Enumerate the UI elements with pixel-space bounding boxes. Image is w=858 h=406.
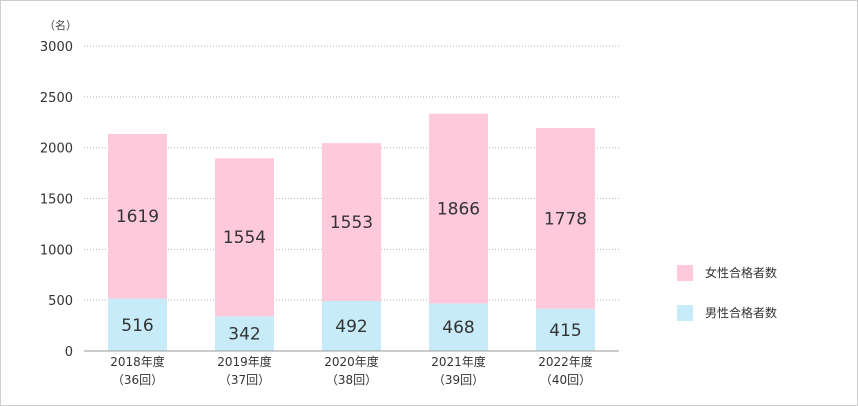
y-unit-label: （名） <box>44 18 77 32</box>
data-label: 516 <box>121 316 153 336</box>
data-label: 492 <box>335 317 367 337</box>
x-tick-label: 2019年度 <box>217 354 272 369</box>
bar-segment <box>108 133 167 299</box>
y-tick-label: 2500 <box>40 91 73 106</box>
data-label: 415 <box>549 321 581 341</box>
x-tick-sublabel: （36回） <box>112 373 163 387</box>
y-tick-label: 500 <box>48 294 73 309</box>
legend-swatch <box>677 265 693 281</box>
data-label: 1778 <box>544 209 587 229</box>
x-tick-label: 2020年度 <box>324 354 379 369</box>
x-tick-sublabel: （39回） <box>433 373 484 387</box>
data-label: 1554 <box>223 228 266 248</box>
x-tick-sublabel: （37回） <box>219 373 270 387</box>
y-tick-label: 0 <box>65 345 73 360</box>
axes: （名） 0 500 1000 1500 2000 2500 3000 2018年度 （36回） 20… <box>40 18 619 387</box>
data-label: 1866 <box>437 200 480 220</box>
y-tick-label: 1000 <box>40 243 73 258</box>
x-tick-label: 2021年度 <box>431 354 486 369</box>
bar-segment <box>429 113 488 304</box>
data-label: 342 <box>228 325 260 345</box>
legend-swatch <box>677 305 693 321</box>
x-tick-sublabel: （38回） <box>326 373 377 387</box>
bar-segment <box>322 143 381 301</box>
data-label: 468 <box>442 318 474 338</box>
bar-segment <box>536 128 595 309</box>
y-tick-label: 1500 <box>40 193 73 208</box>
x-tick-label: 2022年度 <box>538 354 593 369</box>
data-label: 1619 <box>116 207 159 227</box>
bar-segment <box>322 300 381 351</box>
bars: 516 1619 342 1554 492 1553 468 1866 415 1778 <box>108 113 595 351</box>
x-tick-sublabel: （40回） <box>540 373 591 387</box>
legend-label: 男性合格者数 <box>705 305 777 320</box>
bar-segment <box>108 298 167 351</box>
y-tick-label: 3000 <box>40 40 73 55</box>
bar-segment <box>215 158 274 317</box>
bar-segment <box>536 308 595 351</box>
legend-label: 女性合格者数 <box>705 265 777 280</box>
bar-segment <box>429 303 488 351</box>
y-tick-label: 2000 <box>40 142 73 157</box>
x-tick-label: 2018年度 <box>110 354 165 369</box>
bar-segment <box>215 316 274 351</box>
data-label: 1553 <box>330 213 373 233</box>
